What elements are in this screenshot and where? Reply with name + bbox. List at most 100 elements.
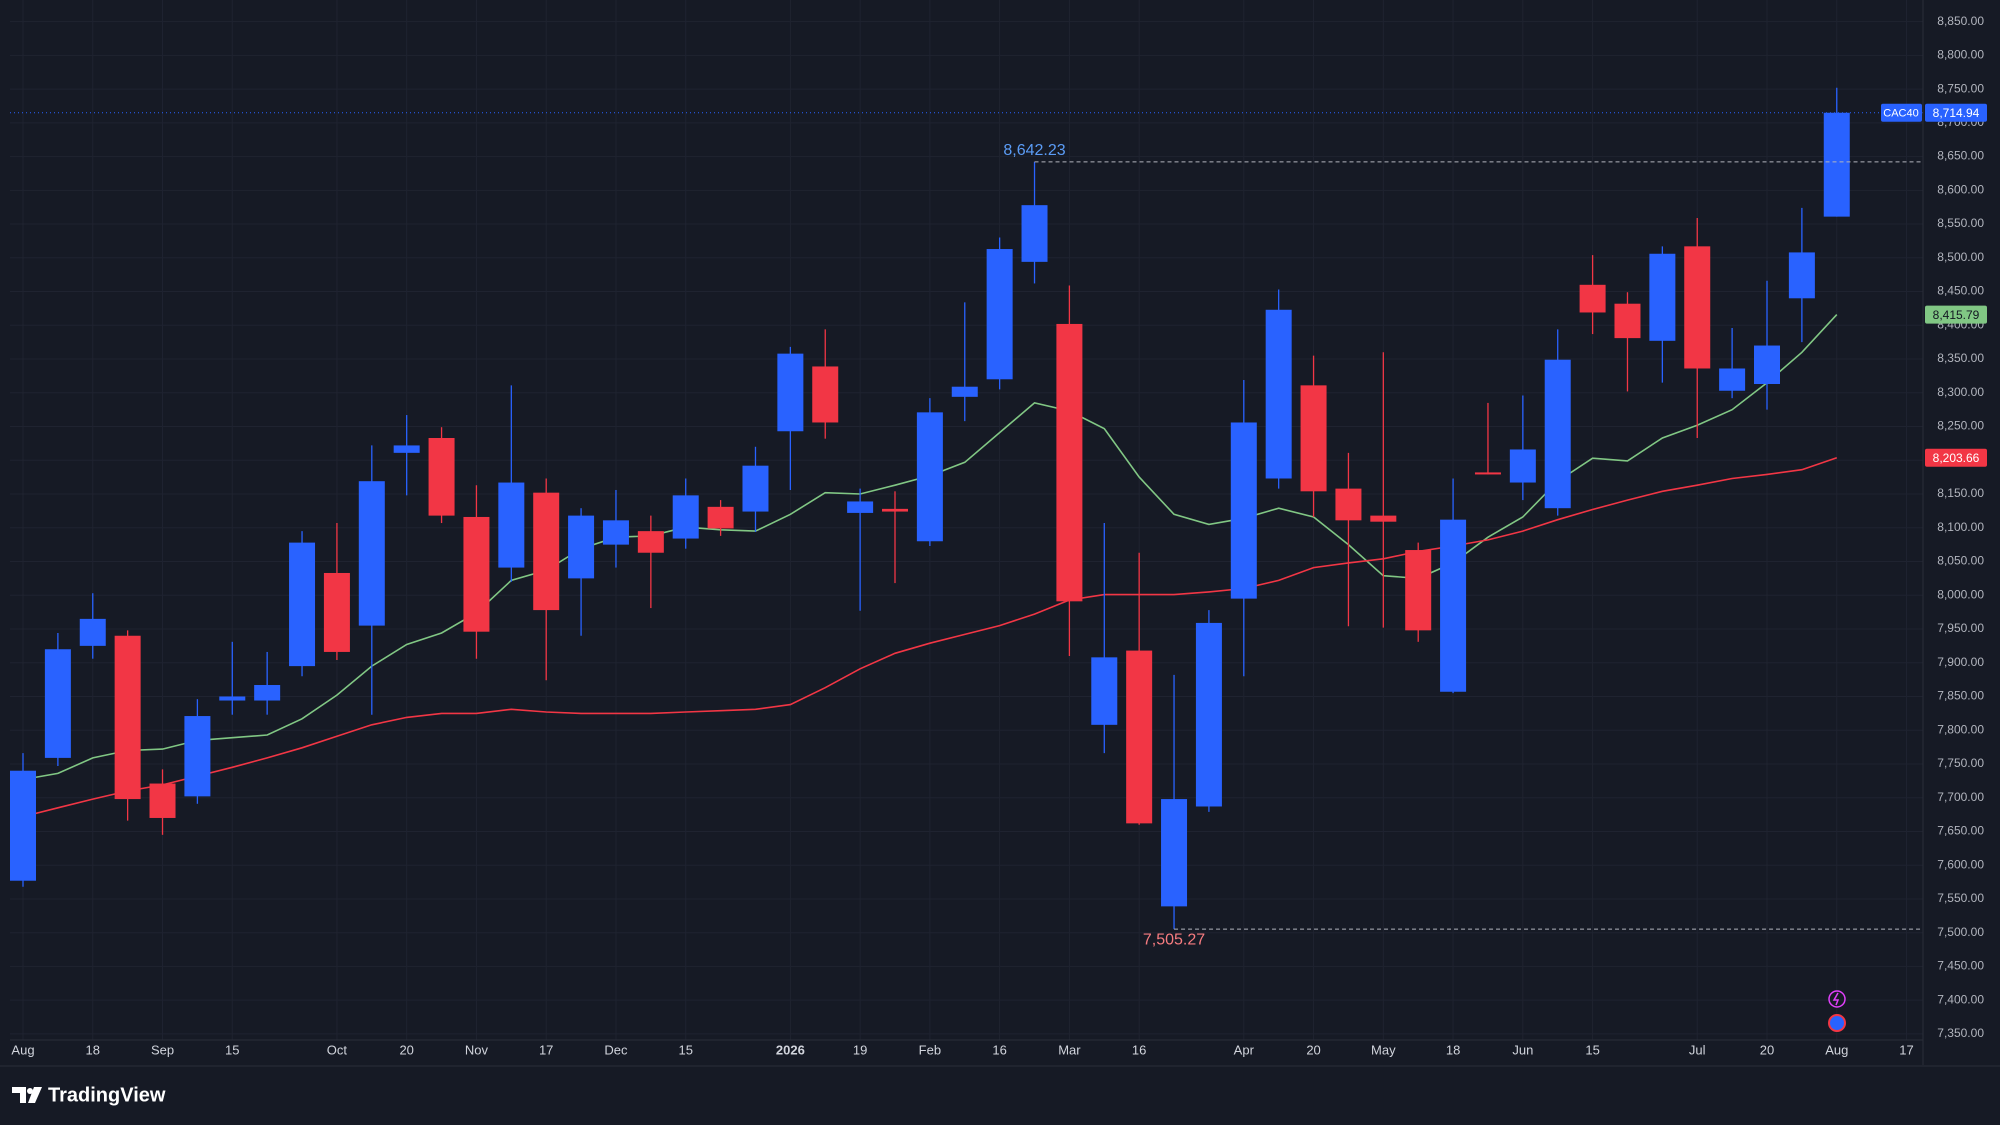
brand-logo	[12, 1087, 42, 1103]
y-tick-label: 8,300.00	[1937, 385, 1984, 399]
x-tick-label: 20	[1760, 1042, 1774, 1057]
candle-body	[323, 572, 350, 652]
ma-price-label: 8,415.79	[1933, 308, 1980, 322]
event-icon[interactable]	[1828, 1014, 1846, 1032]
symbol-box	[1881, 103, 1922, 122]
x-tick-label: May	[1371, 1042, 1396, 1057]
x-tick-label: Nov	[465, 1042, 489, 1057]
candle-body	[358, 481, 385, 626]
candle-body	[393, 445, 420, 453]
candle-body	[1649, 253, 1676, 341]
x-tick-label: Jun	[1512, 1042, 1533, 1057]
alert-icon[interactable]	[1828, 990, 1846, 1008]
candle-body	[498, 482, 525, 568]
candle-body	[951, 386, 978, 397]
candle-body	[533, 492, 560, 611]
candle-body	[742, 465, 769, 512]
candle-body	[1823, 112, 1850, 217]
y-tick-label: 7,550.00	[1937, 891, 1984, 905]
candle-body	[882, 508, 908, 512]
candle-body	[44, 649, 71, 758]
candle-body	[1056, 323, 1083, 602]
candle-body	[707, 506, 734, 529]
x-tick-label: Sep	[151, 1042, 174, 1057]
grid	[10, 0, 1923, 1040]
y-tick-label: 8,350.00	[1937, 351, 1984, 365]
y-tick-label: 8,800.00	[1937, 48, 1984, 62]
candle-body	[1370, 515, 1397, 522]
y-tick-label: 7,750.00	[1937, 756, 1984, 770]
x-tick-label: 2026	[776, 1042, 805, 1057]
candle-body	[1405, 550, 1432, 631]
ma-price-box	[1925, 448, 1987, 467]
ma-price-box	[1925, 305, 1987, 324]
y-tick-label: 8,600.00	[1937, 182, 1984, 196]
candle-body	[847, 501, 874, 513]
candles	[10, 87, 1850, 930]
y-tick-label: 7,450.00	[1937, 959, 1984, 973]
x-tick-label: Jul	[1689, 1042, 1706, 1057]
candle-body	[1440, 519, 1467, 692]
x-tick-label: Apr	[1234, 1042, 1255, 1057]
y-tick-label: 8,850.00	[1937, 14, 1984, 28]
x-tick-label: 16	[1132, 1042, 1146, 1057]
y-tick-label: 8,650.00	[1937, 149, 1984, 163]
y-tick-label: 8,050.00	[1937, 554, 1984, 568]
moving-average-line	[22, 457, 1838, 818]
alert-icon-bolt	[1832, 992, 1840, 1006]
y-tick-label: 7,700.00	[1937, 790, 1984, 804]
x-tick-label: 15	[678, 1042, 692, 1057]
y-tick-label: 8,100.00	[1937, 520, 1984, 534]
candle-body	[1091, 657, 1118, 725]
y-tick-label: 7,650.00	[1937, 824, 1984, 838]
candle-body	[1230, 422, 1257, 599]
x-tick-label: 17	[1899, 1042, 1913, 1057]
candle-body	[10, 770, 36, 881]
candle-body	[637, 531, 664, 553]
candle-body	[219, 696, 246, 701]
x-tick-label: 15	[1585, 1042, 1599, 1057]
candle-body	[1021, 205, 1048, 262]
y-tick-label: 7,800.00	[1937, 722, 1984, 736]
candle-body	[1335, 488, 1362, 521]
candle-body	[1161, 799, 1188, 907]
candle-body	[1544, 359, 1571, 509]
x-tick-label: 15	[225, 1042, 239, 1057]
y-tick-label: 7,950.00	[1937, 621, 1984, 635]
candle-body	[254, 685, 281, 701]
candle-body	[149, 783, 176, 818]
candle-body	[1126, 650, 1153, 824]
candle-body	[916, 412, 943, 542]
y-tick-label: 7,600.00	[1937, 857, 1984, 871]
candle-body	[1788, 252, 1815, 299]
overlay: 8,642.23 7,505.27	[10, 112, 1923, 948]
candle-body	[1754, 345, 1780, 385]
y-tick-label: 7,350.00	[1937, 1026, 1984, 1040]
candle-body	[777, 353, 804, 432]
y-tick-label: 8,150.00	[1937, 486, 1984, 500]
brand-name[interactable]: TradingView	[48, 1084, 166, 1106]
extreme-price-label: 7,505.27	[1143, 931, 1205, 948]
y-tick-label: 8,550.00	[1937, 216, 1984, 230]
x-tick-label: 20	[1306, 1042, 1320, 1057]
y-tick-label: 7,850.00	[1937, 689, 1984, 703]
x-tick-label: 18	[1446, 1042, 1460, 1057]
candle-body	[1579, 284, 1606, 313]
candle-body	[1509, 449, 1536, 483]
y-tick-label: 7,400.00	[1937, 992, 1984, 1006]
x-tick-label: 16	[992, 1042, 1006, 1057]
axes: 7,350.00 7,400.00 7,450.00 7,500.00 7,550.00…	[11, 14, 1987, 1057]
candle-body	[672, 495, 699, 539]
x-tick-label: Oct	[327, 1042, 348, 1057]
x-tick-label: Feb	[919, 1042, 941, 1057]
y-tick-label: 8,750.00	[1937, 81, 1984, 95]
y-tick-label: 7,900.00	[1937, 655, 1984, 669]
candle-body	[1300, 385, 1327, 492]
candle-body	[184, 716, 211, 797]
x-tick-label: Aug	[11, 1042, 34, 1057]
y-tick-label: 8,000.00	[1937, 587, 1984, 601]
candle-body	[463, 516, 490, 632]
